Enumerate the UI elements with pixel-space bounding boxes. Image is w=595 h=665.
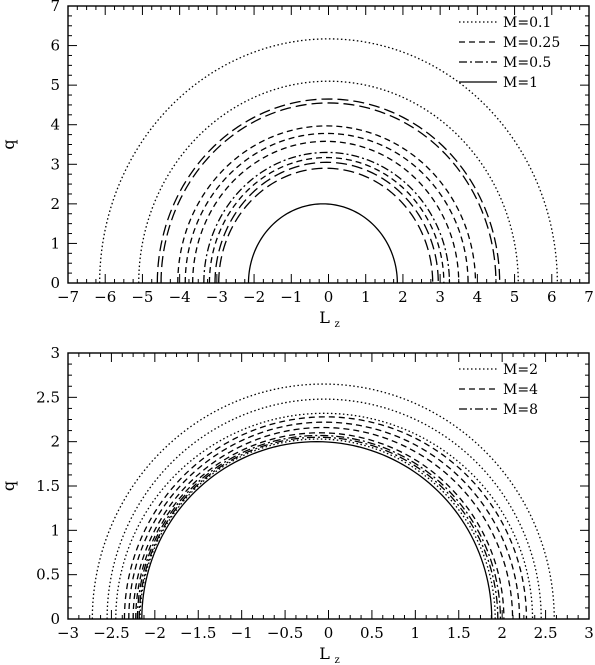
curve-dashdot bbox=[203, 151, 451, 284]
curve-dashed bbox=[177, 125, 477, 284]
x-tick-label: 0.5 bbox=[360, 624, 384, 642]
x-tick-label: −0.5 bbox=[267, 624, 303, 642]
x-tick-label: −7 bbox=[57, 288, 79, 306]
x-tick-label: 5 bbox=[510, 288, 520, 306]
bottom-panel: −3 −2.5 −2 −1.5 −1 −0.5 0 0.5 1 1.5 2 2.5 3 0 0.5 1 1.5 2… bbox=[0, 344, 594, 665]
y-tick-label: 2 bbox=[50, 433, 60, 451]
x-tick-label: 3 bbox=[584, 624, 594, 642]
curve-dashed bbox=[128, 421, 521, 620]
curve-dashed bbox=[208, 156, 445, 284]
curve-dashed bbox=[132, 426, 514, 620]
x-tick-label: 2.5 bbox=[534, 624, 558, 642]
curve-longdash bbox=[160, 102, 497, 284]
y-tick-label: 4 bbox=[50, 116, 60, 134]
curve-dotted bbox=[139, 438, 496, 620]
y-tick-label: 1 bbox=[50, 234, 60, 252]
x-tick-label: −6 bbox=[94, 288, 116, 306]
curve-solid bbox=[247, 203, 398, 284]
x-tick-label: −5 bbox=[131, 288, 153, 306]
y-tick-label: 6 bbox=[50, 37, 60, 55]
x-tick-label: −3 bbox=[57, 624, 79, 642]
curve-dotted bbox=[91, 383, 555, 620]
x-tick-label: 0 bbox=[324, 624, 334, 642]
curve-dotted bbox=[138, 80, 519, 284]
x-tick-label: −1 bbox=[280, 288, 302, 306]
y-tick-label: 7 bbox=[50, 0, 60, 15]
curve-dotted bbox=[106, 398, 542, 620]
legend-label: M=8 bbox=[503, 402, 538, 418]
legend-label: M=0.1 bbox=[503, 15, 551, 31]
x-tick-label: −2 bbox=[243, 288, 265, 306]
x-tick-label: −1.5 bbox=[180, 624, 216, 642]
y-axis-title: q bbox=[0, 481, 18, 491]
x-tick-label: 6 bbox=[547, 288, 557, 306]
top-panel: −7 −6 −5 −4 −3 −2 −1 0 1 2 3 4 5 6 7 0 1 2 3 4 5 6 7 L z q M=0.1 M=… bbox=[0, 0, 594, 330]
curve-dotted bbox=[98, 38, 559, 284]
x-tick-label: 2 bbox=[398, 288, 408, 306]
y-tick-label: 0 bbox=[50, 274, 60, 292]
x-axis-title: L bbox=[319, 644, 330, 663]
x-tick-label: −3 bbox=[206, 288, 228, 306]
curve-dashdot bbox=[138, 436, 499, 620]
curve-dotted bbox=[115, 412, 534, 620]
y-tick-label: 2 bbox=[50, 195, 60, 213]
y-tick-label: 0.5 bbox=[36, 566, 60, 584]
x-tick-label: −2.5 bbox=[93, 624, 129, 642]
y-tick-label: 1.5 bbox=[36, 477, 60, 495]
x-tick-label: 0 bbox=[324, 288, 334, 306]
curve-longdash bbox=[156, 98, 501, 284]
y-tick-label: 5 bbox=[50, 76, 60, 94]
x-tick-label: −4 bbox=[169, 288, 191, 306]
curve-dashed bbox=[184, 132, 469, 284]
x-tick-label: 7 bbox=[584, 288, 594, 306]
legend-label: M=0.5 bbox=[503, 55, 551, 71]
x-tick-label: 1.5 bbox=[447, 624, 471, 642]
x-tick-label: 2 bbox=[497, 624, 507, 642]
curve-dashed bbox=[135, 432, 505, 620]
x-tick-label: 4 bbox=[473, 288, 483, 306]
y-tick-label: 1 bbox=[50, 521, 60, 539]
x-tick-label: 1 bbox=[361, 288, 371, 306]
legend-label: M=4 bbox=[503, 382, 538, 398]
curve-solid bbox=[141, 441, 493, 620]
legend-label: M=2 bbox=[503, 362, 538, 378]
y-tick-label: 3 bbox=[50, 155, 60, 173]
curve-dashed bbox=[123, 416, 528, 620]
x-tick-label: 3 bbox=[435, 288, 445, 306]
x-tick-label: −1 bbox=[231, 624, 253, 642]
legend-label: M=1 bbox=[503, 75, 538, 91]
y-tick-label: 2.5 bbox=[36, 388, 60, 406]
y-tick-label: 3 bbox=[50, 344, 60, 362]
curve-dashdot bbox=[136, 434, 502, 620]
x-axis-title-subscript: z bbox=[335, 655, 340, 665]
curve-dashed bbox=[192, 140, 460, 284]
y-tick-label: 0 bbox=[50, 610, 60, 628]
x-tick-label: 1 bbox=[411, 624, 421, 642]
curve-longdash bbox=[218, 167, 434, 284]
x-tick-label: −2 bbox=[144, 624, 166, 642]
y-axis-title: q bbox=[0, 139, 18, 149]
x-axis-title: L bbox=[319, 308, 330, 327]
curve-longdash bbox=[214, 161, 439, 284]
legend-label: M=0.25 bbox=[503, 35, 560, 51]
x-axis-title-subscript: z bbox=[335, 319, 340, 330]
